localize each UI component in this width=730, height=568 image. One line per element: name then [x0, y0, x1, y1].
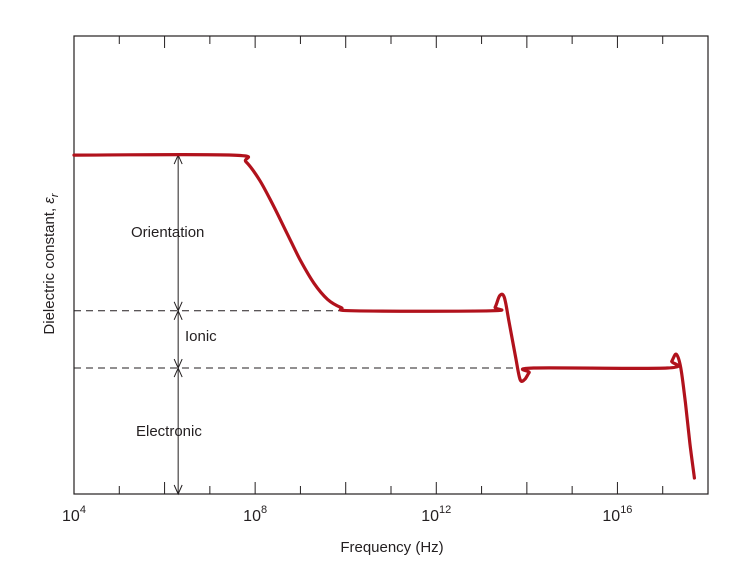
tick-exponent: 4 — [80, 504, 86, 516]
x-tick-label: 1012 — [421, 504, 451, 525]
arrow-electronic-head-up — [173, 366, 183, 378]
series-line — [72, 152, 696, 480]
tick-exponent: 16 — [620, 504, 632, 516]
tick-base: 10 — [62, 508, 80, 525]
x-tick-label: 1016 — [602, 504, 632, 525]
x-tick-label: 104 — [62, 504, 86, 525]
y-axis-symbol-subscript: r — [49, 192, 61, 197]
tick-exponent: 8 — [261, 504, 267, 516]
axis-ticks — [118, 36, 664, 494]
guide-lines — [74, 310, 516, 369]
region-label-ionic: Ionic — [185, 328, 217, 345]
x-tick-label: 108 — [243, 504, 267, 525]
arrow-ionic-head-up — [173, 309, 183, 321]
tick-exponent: 12 — [439, 504, 451, 516]
arrow-electronic-head-down — [173, 484, 183, 496]
tick-base: 10 — [421, 508, 439, 525]
x-axis-title: Frequency (Hz) — [340, 539, 443, 556]
tick-base: 10 — [243, 508, 261, 525]
y-axis-symbol: ε — [41, 197, 58, 204]
y-axis-title: Dielectric constant, εr — [41, 192, 61, 334]
y-axis-title-text: Dielectric constant, — [41, 204, 58, 335]
x-tick-labels: 104 108 1012 1016 — [62, 504, 632, 525]
region-label-orientation: Orientation — [131, 224, 204, 241]
tick-base: 10 — [602, 508, 620, 525]
region-arrows — [173, 153, 183, 496]
region-label-electronic: Electronic — [136, 423, 202, 440]
